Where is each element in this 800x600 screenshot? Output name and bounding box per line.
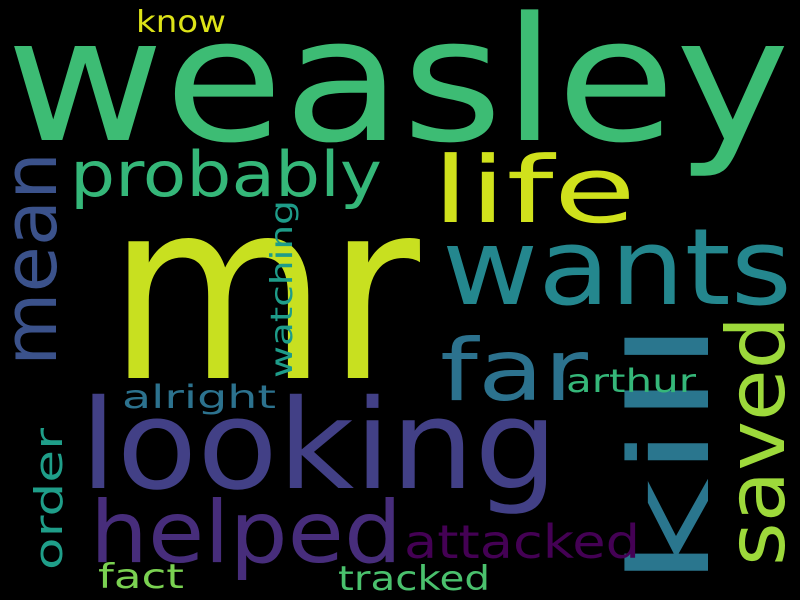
word-helped: helped: [90, 483, 402, 583]
word-mr: mr: [108, 146, 420, 437]
word-kill: kill: [606, 320, 734, 588]
word-tracked: tracked: [338, 559, 490, 599]
word-order: order: [27, 427, 71, 570]
word-know: know: [136, 5, 226, 40]
word-alright: alright: [122, 378, 276, 416]
word-looking: looking: [80, 374, 558, 518]
word-watching: watching: [265, 200, 300, 378]
word-life: life: [432, 137, 636, 244]
word-saved: saved: [710, 316, 800, 566]
word-attacked: attacked: [404, 515, 640, 569]
word-fact: fact: [98, 557, 184, 597]
word-arthur: arthur: [566, 362, 697, 400]
word-weasley: weasley: [6, 0, 790, 181]
word-mean: mean: [0, 152, 74, 366]
word-probably: probably: [70, 138, 382, 211]
word-far: far: [440, 321, 589, 421]
word-wants: wants: [442, 206, 792, 329]
